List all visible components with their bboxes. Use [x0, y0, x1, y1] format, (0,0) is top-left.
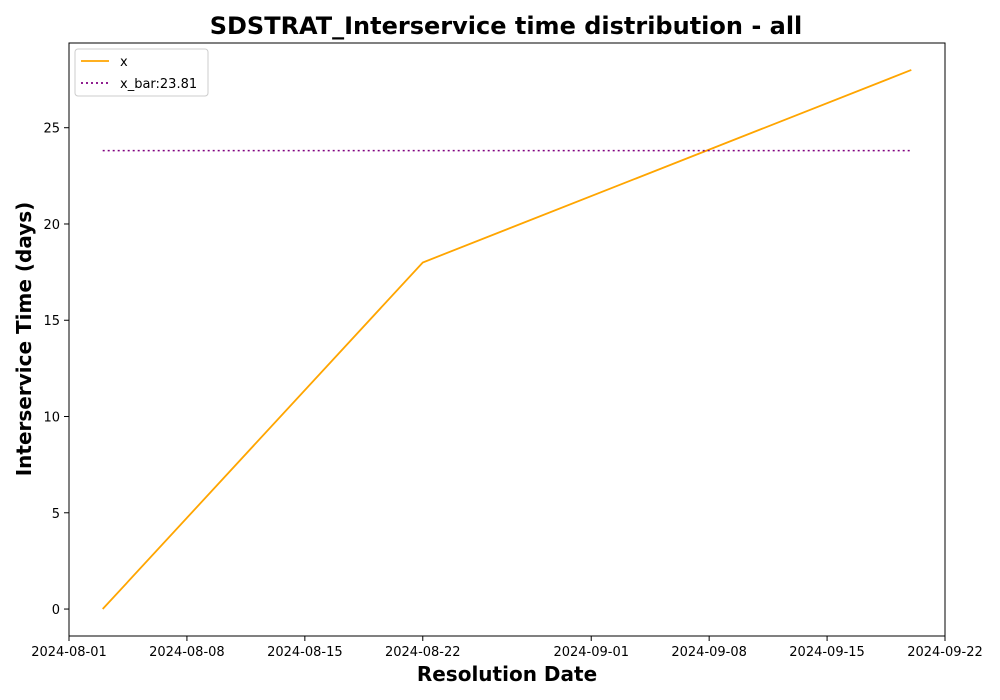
- x-tick-label: 2024-09-01: [553, 645, 629, 660]
- y-tick-label: 25: [43, 122, 60, 137]
- x-axis: 2024-08-01 2024-08-08 2024-08-15 2024-08-22…: [31, 636, 983, 660]
- plot-area: [68, 42, 946, 637]
- series-line-x: [102, 69, 912, 610]
- legend-label: x: [120, 55, 128, 70]
- x-tick-label: 2024-09-15: [789, 645, 865, 660]
- x-tick-label: 2024-08-15: [267, 645, 343, 660]
- legend-label: x_bar:23.81: [120, 77, 197, 92]
- series-layer: [102, 69, 912, 610]
- legend: x x_bar:23.81: [74, 48, 209, 97]
- y-tick-label: 10: [43, 411, 60, 426]
- x-tick-label: 2024-08-22: [385, 645, 461, 660]
- chart-title: SDSTRAT_Interservice time distribution -…: [210, 12, 803, 40]
- x-tick-label: 2024-08-01: [31, 645, 107, 660]
- x-axis-title: Resolution Date: [417, 662, 597, 686]
- y-axis-title: Interservice Time (days): [12, 202, 36, 477]
- y-axis: 0 5 10 15 20 25: [43, 122, 69, 618]
- y-tick-label: 5: [52, 507, 60, 522]
- x-tick-label: 2024-09-22: [907, 645, 983, 660]
- y-tick-label: 0: [52, 603, 60, 618]
- y-tick-label: 15: [43, 314, 60, 329]
- y-tick-label: 20: [43, 218, 60, 233]
- x-tick-label: 2024-08-08: [149, 645, 225, 660]
- x-tick-label: 2024-09-08: [671, 645, 747, 660]
